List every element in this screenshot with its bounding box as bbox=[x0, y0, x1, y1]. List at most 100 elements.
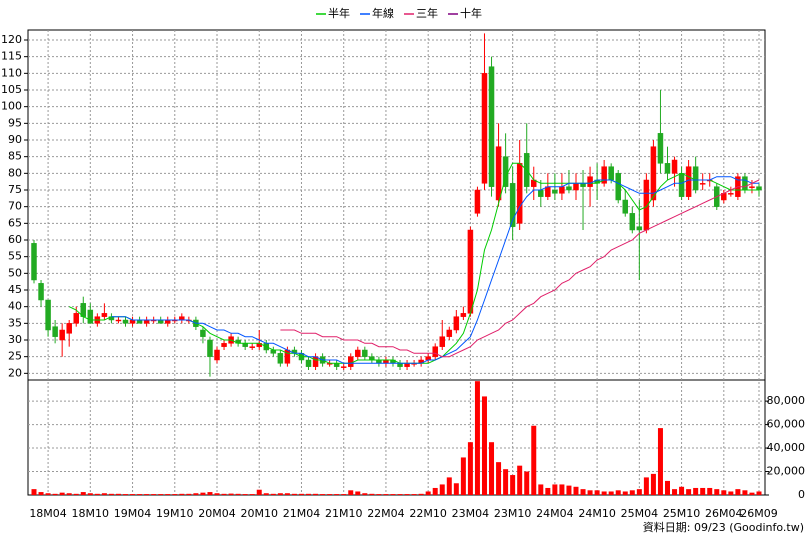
candle-body bbox=[481, 73, 488, 184]
volume-bar bbox=[193, 493, 199, 495]
volume-bar bbox=[531, 425, 537, 495]
volume-bar bbox=[489, 442, 495, 495]
volume-bar bbox=[679, 486, 685, 495]
volume-bar bbox=[397, 494, 403, 495]
volume-bar bbox=[432, 487, 438, 495]
volume-bar bbox=[334, 494, 340, 495]
candle-body bbox=[249, 346, 255, 348]
candle-body bbox=[474, 189, 481, 214]
volume-bar bbox=[284, 493, 290, 495]
candle-body bbox=[59, 329, 65, 341]
volume-bar bbox=[707, 487, 713, 495]
volume-bar bbox=[721, 490, 727, 495]
volume-bar bbox=[700, 487, 706, 495]
candle-body bbox=[333, 363, 340, 367]
volume-bar bbox=[749, 492, 755, 495]
volume-bar bbox=[348, 490, 354, 495]
candle-body bbox=[45, 299, 51, 331]
candle-body bbox=[214, 349, 220, 361]
volume-bar bbox=[101, 493, 107, 495]
volume-bar bbox=[277, 493, 283, 495]
volume-bar bbox=[144, 494, 150, 495]
volume-bar bbox=[214, 493, 220, 495]
volume-bar bbox=[686, 489, 692, 495]
candle-body bbox=[362, 349, 368, 357]
x-tick-label: 22M10 bbox=[409, 507, 447, 520]
candle-body bbox=[200, 329, 206, 337]
y-tick-label: 110 bbox=[1, 66, 22, 79]
volume-bar bbox=[256, 489, 262, 495]
legend-label: 十年 bbox=[460, 6, 482, 20]
volume-bar bbox=[587, 490, 593, 495]
volume-bar bbox=[559, 484, 565, 495]
x-tick-label: 25M04 bbox=[621, 507, 659, 520]
candle-body bbox=[664, 163, 671, 174]
x-tick-label: 18M10 bbox=[72, 507, 110, 520]
volume-bar bbox=[608, 491, 614, 495]
volume-bar bbox=[298, 493, 304, 495]
volume-bar bbox=[481, 396, 487, 495]
volume-bar bbox=[31, 489, 37, 495]
volume-bar bbox=[664, 480, 670, 495]
volume-bar bbox=[207, 492, 213, 495]
y-tick-label: 120 bbox=[1, 33, 22, 46]
volume-bar bbox=[467, 442, 473, 495]
candle-body bbox=[692, 166, 699, 191]
y-tick-label: 65 bbox=[8, 216, 22, 229]
candle-body bbox=[460, 313, 467, 317]
y-tick-label: 45 bbox=[8, 283, 22, 296]
volume-bar bbox=[453, 483, 459, 495]
volume-bar bbox=[517, 465, 523, 495]
footnote: 資料日期: 09/23 (Goodinfo.tw) bbox=[643, 520, 804, 534]
ma-line bbox=[280, 179, 760, 358]
volume-bar bbox=[693, 487, 699, 495]
candle-body bbox=[347, 356, 354, 367]
volume-bar bbox=[390, 494, 396, 495]
candle-body bbox=[728, 193, 734, 195]
legend-label: 半年 bbox=[328, 6, 350, 20]
volume-bar bbox=[108, 493, 114, 495]
candle-body bbox=[38, 283, 44, 301]
y-tick-label: 20 bbox=[8, 366, 22, 379]
y-tick-label: 115 bbox=[1, 50, 22, 63]
volume-bar bbox=[80, 492, 86, 495]
volume-bar bbox=[165, 494, 171, 495]
volume-bar bbox=[552, 484, 558, 495]
volume-bar bbox=[362, 493, 368, 495]
x-tick-label: 20M04 bbox=[198, 507, 236, 520]
x-tick-label: 25M10 bbox=[663, 507, 701, 520]
x-tick-label: 21M04 bbox=[283, 507, 321, 520]
candle-body bbox=[671, 159, 678, 174]
candle-body bbox=[467, 229, 474, 314]
candle-body bbox=[340, 366, 347, 368]
candle-body bbox=[101, 313, 108, 317]
candle-body bbox=[439, 336, 446, 347]
x-tick-label: 18M04 bbox=[29, 507, 67, 520]
y-tick-label: 80 bbox=[8, 166, 22, 179]
y2-tick-label: 0 bbox=[798, 488, 805, 501]
candle-body bbox=[552, 189, 558, 194]
candle-body bbox=[566, 186, 572, 191]
volume-bar bbox=[460, 457, 466, 495]
volume-bar bbox=[742, 490, 748, 495]
volume-bar bbox=[573, 486, 579, 495]
volume-bar bbox=[496, 462, 502, 495]
volume-bar bbox=[418, 493, 424, 495]
volume-bar bbox=[313, 493, 319, 495]
volume-bar bbox=[714, 489, 720, 495]
volume-bar bbox=[320, 494, 326, 495]
candle-body bbox=[221, 343, 227, 347]
volume-bar bbox=[566, 485, 572, 495]
volume-bar bbox=[594, 490, 600, 495]
volume-bar bbox=[510, 475, 516, 495]
candle-body bbox=[305, 359, 312, 367]
plot-frame bbox=[27, 29, 766, 496]
y-tick-label: 105 bbox=[1, 83, 22, 96]
candle-body bbox=[678, 173, 685, 197]
volume-bar bbox=[200, 492, 206, 495]
volume-bar bbox=[52, 493, 58, 495]
volume-bar bbox=[130, 494, 136, 495]
volume-bar bbox=[643, 477, 649, 495]
volume-bar bbox=[242, 494, 248, 495]
